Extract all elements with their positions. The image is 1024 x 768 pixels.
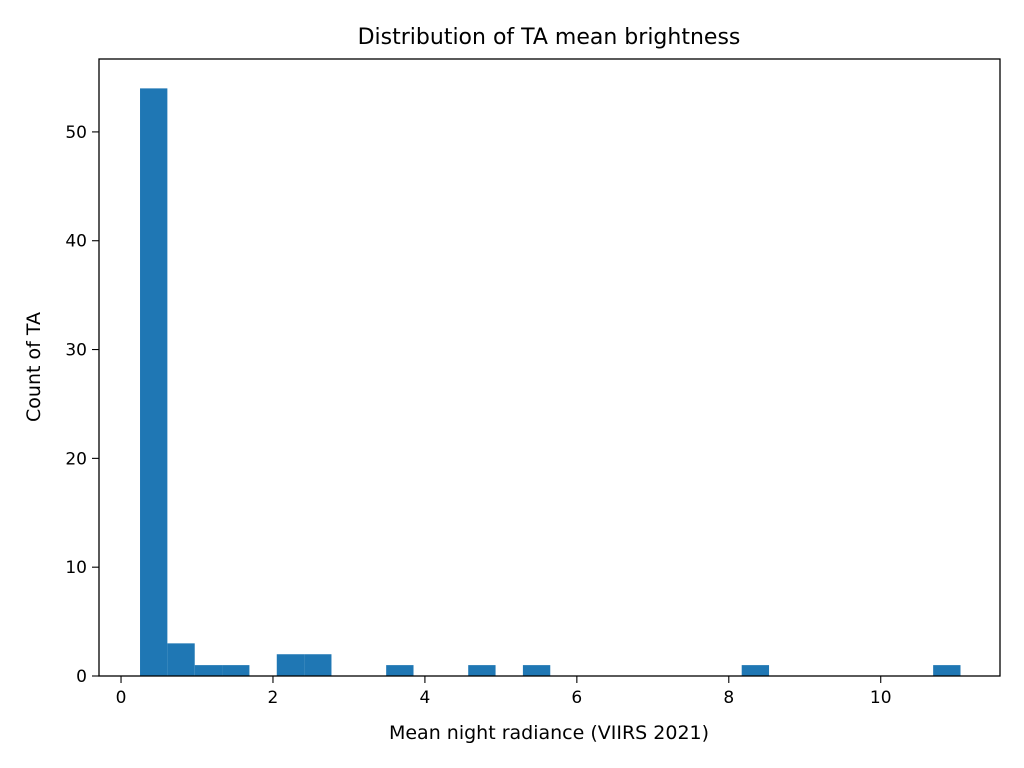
- histogram-bar: [933, 665, 961, 676]
- y-tick-label: 30: [65, 341, 87, 361]
- histogram-bar: [741, 665, 770, 676]
- histogram-bar: [304, 654, 332, 676]
- x-axis-label: Mean night radiance (VIIRS 2021): [389, 722, 709, 744]
- x-tick-label: 4: [419, 688, 430, 708]
- histogram-bar: [522, 665, 551, 676]
- histogram-bar: [140, 88, 168, 676]
- histogram-bar: [276, 654, 305, 676]
- histogram-bar: [194, 665, 223, 676]
- x-tick-label: 10: [870, 688, 892, 708]
- histogram-bar: [167, 643, 195, 676]
- histogram-bar: [468, 665, 496, 676]
- x-tick-label: 8: [723, 688, 734, 708]
- histogram-bar: [386, 665, 414, 676]
- plot-frame: [98, 58, 1001, 677]
- y-tick-label: 40: [65, 232, 87, 252]
- y-tick-label: 10: [65, 558, 87, 578]
- x-tick-label: 0: [116, 688, 127, 708]
- y-tick-label: 50: [65, 123, 87, 143]
- y-tick-label: 20: [65, 449, 87, 469]
- chart-title: Distribution of TA mean brightness: [358, 25, 741, 50]
- x-axis: 0 2 4 6 8 10: [116, 676, 892, 708]
- y-axis: 0 10 20 30 40 50: [65, 123, 99, 687]
- x-tick-label: 2: [268, 688, 279, 708]
- y-axis-label: Count of TA: [23, 312, 45, 422]
- y-tick-label: 0: [76, 667, 87, 687]
- histogram-bars: [140, 88, 961, 676]
- x-tick-label: 6: [571, 688, 582, 708]
- histogram-bar: [222, 665, 250, 676]
